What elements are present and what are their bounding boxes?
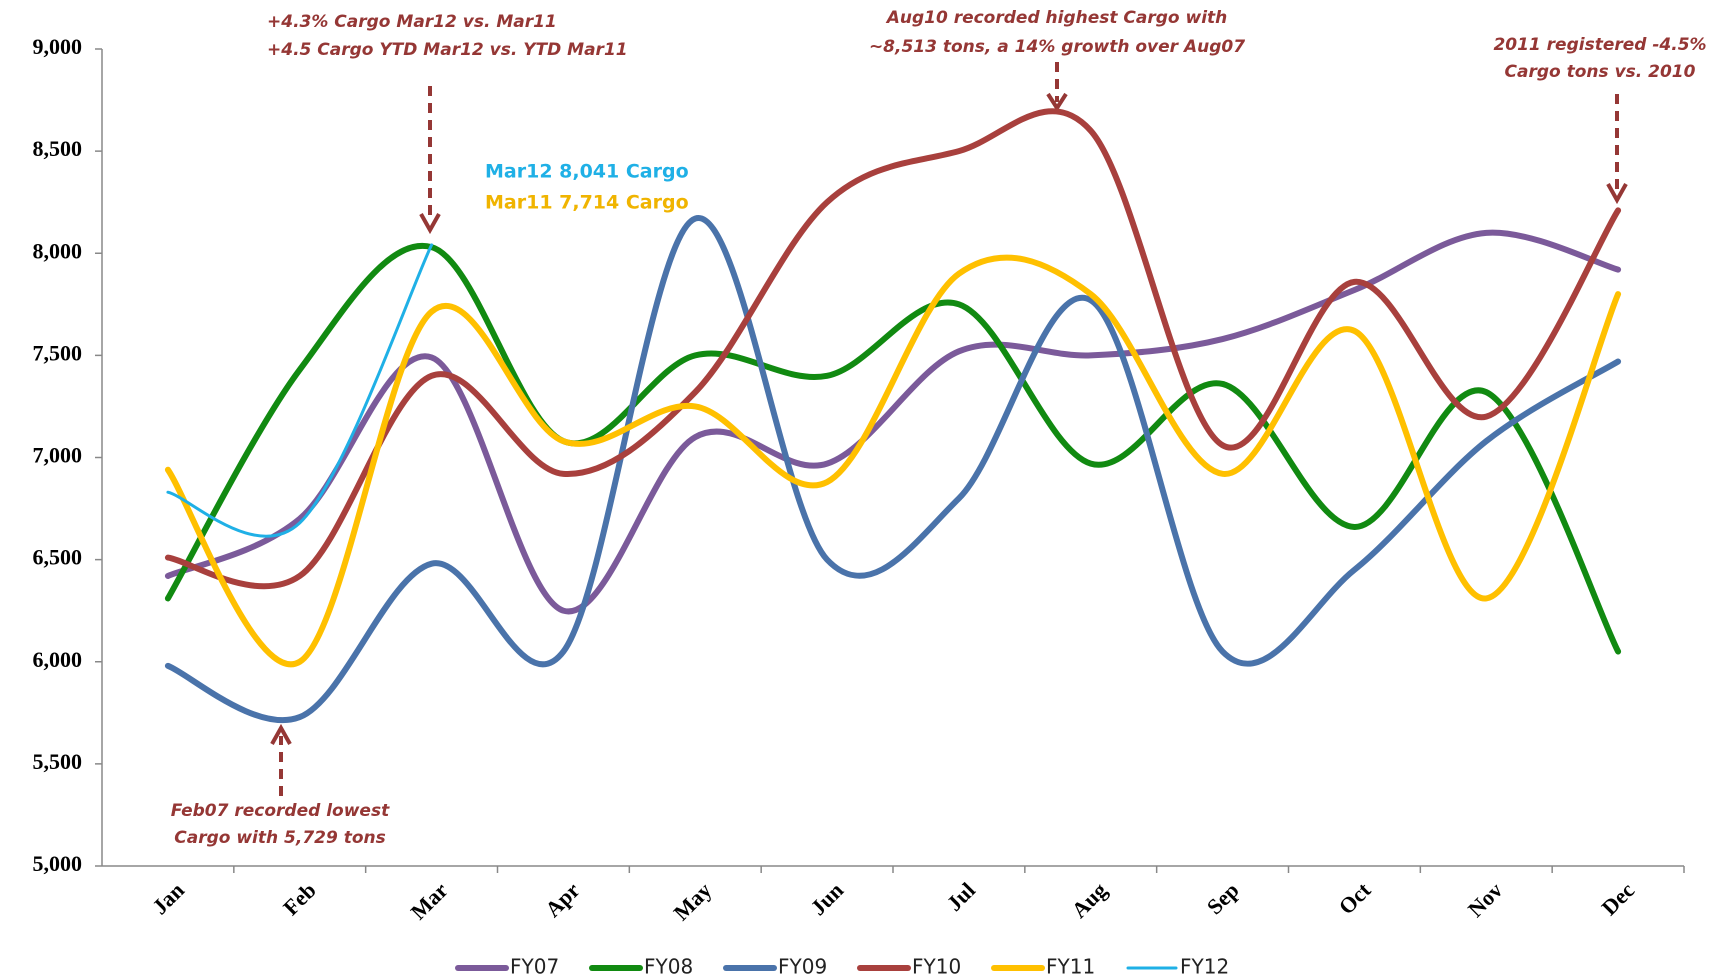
annotation: +4.3% Cargo Mar12 vs. Mar11 <box>267 12 557 32</box>
y-tick-label: 9,000 <box>33 34 83 59</box>
x-tick-label: Sep <box>1202 877 1244 919</box>
annotation: ~8,513 tons, a 14% growth over Aug07 <box>869 37 1245 57</box>
legend-label: FY07 <box>510 955 559 979</box>
x-tick-label: Nov <box>1463 877 1507 921</box>
y-tick-label: 7,000 <box>33 443 83 468</box>
legend-label: FY11 <box>1046 955 1095 979</box>
arrow-head <box>419 213 441 235</box>
legend-label: FY12 <box>1180 955 1229 979</box>
y-tick-label: 7,500 <box>33 340 83 365</box>
x-tick-label: Aug <box>1067 877 1112 922</box>
y-tick-label: 8,500 <box>33 136 83 161</box>
annotation: Cargo tons vs. 2010 <box>1505 62 1696 82</box>
y-tick-label: 5,000 <box>33 851 83 876</box>
series-line <box>166 243 434 538</box>
series-line <box>164 254 1622 668</box>
arrow-head <box>1606 183 1628 205</box>
y-tick-label: 6,000 <box>33 647 83 672</box>
x-tick-label: Jun <box>805 877 848 920</box>
y-tick-label: 5,500 <box>33 749 83 774</box>
series-line <box>164 108 1622 590</box>
x-tick-label: Jan <box>147 877 189 919</box>
annotation: Cargo with 5,729 tons <box>174 828 386 848</box>
annotation: Feb07 recorded lowest <box>171 801 390 821</box>
x-tick-label: Mar <box>406 877 453 924</box>
legend-label: FY09 <box>778 955 827 979</box>
arrow-head <box>270 723 292 745</box>
series-line <box>164 229 1622 615</box>
x-tick-label: Dec <box>1596 877 1639 920</box>
arrow-head <box>1046 92 1068 112</box>
annotation: Aug10 recorded highest Cargo with <box>885 8 1228 28</box>
series-line <box>164 215 1622 723</box>
annotations: +4.3% Cargo Mar12 vs. Mar11 +4.5 Cargo Y… <box>171 8 1707 848</box>
annotation: Mar12 8,041 Cargo <box>485 161 689 183</box>
y-tick-label: 8,000 <box>33 238 83 263</box>
x-tick-label: Apr <box>540 877 585 922</box>
x-tick-label: May <box>668 877 716 925</box>
annotation: +4.5 Cargo YTD Mar12 vs. YTD Mar11 <box>267 40 628 60</box>
x-tick-label: Jul <box>942 877 980 915</box>
legend-label: FY08 <box>644 955 693 979</box>
x-tick-label: Oct <box>1334 877 1376 919</box>
series-line <box>164 242 1622 655</box>
legend-label: FY10 <box>912 955 961 979</box>
x-tick-label: Feb <box>278 877 321 920</box>
annotation: Mar11 7,714 Cargo <box>485 192 689 214</box>
y-tick-label: 6,500 <box>33 545 83 570</box>
annotation: 2011 registered -4.5% <box>1493 35 1706 55</box>
